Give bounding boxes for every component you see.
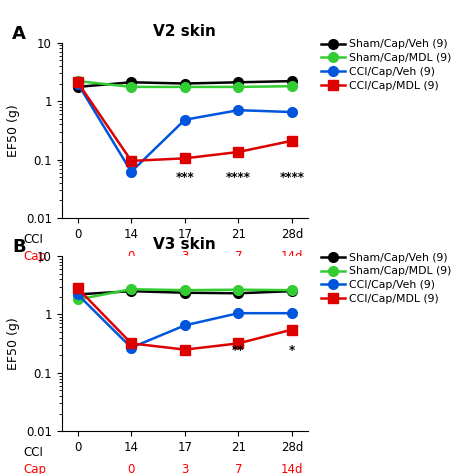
Text: 14d: 14d <box>281 464 303 474</box>
Text: ***: *** <box>175 171 194 184</box>
Title: V3 skin: V3 skin <box>154 237 216 252</box>
Text: CCI: CCI <box>23 446 43 459</box>
Text: 0: 0 <box>128 464 135 474</box>
Text: B: B <box>12 238 26 256</box>
Text: Cap: Cap <box>23 250 46 263</box>
Text: **: ** <box>232 344 245 357</box>
Y-axis label: EF50 (g): EF50 (g) <box>7 104 20 157</box>
Text: ****: **** <box>280 171 304 184</box>
Text: 3: 3 <box>181 250 189 263</box>
Title: V2 skin: V2 skin <box>154 24 216 39</box>
Text: 3: 3 <box>181 464 189 474</box>
Legend: Sham/Cap/Veh (9), Sham/Cap/MDL (9), CCI/Cap/Veh (9), CCI/Cap/MDL (9): Sham/Cap/Veh (9), Sham/Cap/MDL (9), CCI/… <box>321 39 451 91</box>
Text: Cap: Cap <box>23 464 46 474</box>
Text: 7: 7 <box>235 464 242 474</box>
Y-axis label: EF50 (g): EF50 (g) <box>7 317 20 370</box>
Text: 7: 7 <box>235 250 242 263</box>
Text: ****: **** <box>226 171 251 184</box>
Text: A: A <box>12 25 26 43</box>
Legend: Sham/Cap/Veh (9), Sham/Cap/MDL (9), CCI/Cap/Veh (9), CCI/Cap/MDL (9): Sham/Cap/Veh (9), Sham/Cap/MDL (9), CCI/… <box>321 253 451 304</box>
Text: *: * <box>289 344 295 357</box>
Text: CCI: CCI <box>23 233 43 246</box>
Text: 0: 0 <box>128 250 135 263</box>
Text: 14d: 14d <box>281 250 303 263</box>
